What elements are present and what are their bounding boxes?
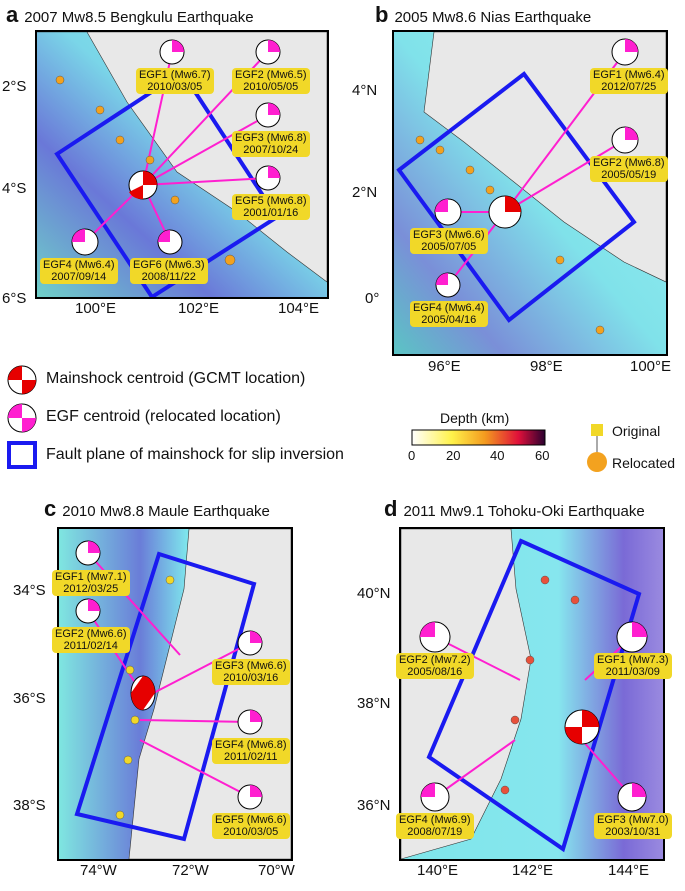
depth-colorbar <box>411 429 546 446</box>
lat-tick: 2°N <box>352 184 378 201</box>
mainshock-legend-icon <box>7 365 37 395</box>
panel-letter: c <box>44 496 57 521</box>
lat-tick: 38°N <box>357 695 391 712</box>
panel-title-text: 2010 Mw8.8 Maule Earthquake <box>62 503 270 520</box>
panel-b-title: b 2005 Mw8.6 Nias Earthquake <box>375 2 591 28</box>
land-chile <box>128 529 291 859</box>
mainshock-beachball <box>128 170 158 200</box>
egf-label: EGF6 (Mw6.3) 2008/11/22 <box>130 258 208 284</box>
depth-tick: 20 <box>446 448 461 463</box>
egf-label: EGF4 (Mw6.9) 2008/07/19 <box>396 813 474 839</box>
lat-tick: 36°N <box>357 797 391 814</box>
legend-original: Original <box>612 423 661 439</box>
lon-tick: 104°E <box>278 300 320 317</box>
relocated-circle-icon <box>587 452 607 472</box>
land-honshu <box>401 529 532 859</box>
egf-label: EGF3 (Mw7.0) 2003/10/31 <box>594 813 672 839</box>
fault-legend-icon <box>7 441 37 469</box>
depth-tick: 0 <box>408 448 416 463</box>
fault-plane <box>396 71 637 323</box>
egf-label: EGF5 (Mw6.6) 2010/03/05 <box>212 813 290 839</box>
fault-plane <box>426 538 642 853</box>
fault-plane <box>74 551 257 842</box>
lat-tick: 0° <box>365 290 380 307</box>
egf-label: EGF3 (Mw6.6) 2010/03/16 <box>212 659 290 685</box>
egf-label: EGF4 (Mw6.4) 2007/09/14 <box>40 258 118 284</box>
egf-label: EGF1 (Mw6.7) 2010/03/05 <box>136 68 214 94</box>
panel-letter: a <box>6 2 19 27</box>
lat-tick: 4°S <box>2 180 27 197</box>
mainshock-beachball <box>564 709 600 745</box>
egf-label: EGF3 (Mw6.8) 2007/10/24 <box>232 131 310 157</box>
lat-tick: 4°N <box>352 82 378 99</box>
egf-label: EGF3 (Mw6.6) 2005/07/05 <box>410 228 488 254</box>
lat-tick: 36°S <box>13 690 46 707</box>
original-square-icon <box>591 424 603 436</box>
legend-relocated: Relocated <box>612 455 676 471</box>
egf-label: EGF2 (Mw6.5) 2010/05/05 <box>232 68 310 94</box>
lon-tick: 72°W <box>172 862 209 879</box>
depth-tick: 40 <box>490 448 505 463</box>
lat-tick: 38°S <box>13 797 46 814</box>
panel-title-text: 2011 Mw9.1 Tohoku-Oki Earthquake <box>403 503 645 520</box>
egf-legend-icon <box>7 403 37 433</box>
lat-tick: 40°N <box>357 585 391 602</box>
egf-label: EGF4 (Mw6.4) 2005/04/16 <box>410 301 488 327</box>
depth-tick: 60 <box>535 448 550 463</box>
lon-tick: 96°E <box>428 358 461 375</box>
lon-tick: 142°E <box>512 862 554 879</box>
panel-d-title: d 2011 Mw9.1 Tohoku-Oki Earthquake <box>384 496 645 522</box>
lon-tick: 144°E <box>608 862 650 879</box>
egf-label: EGF1 (Mw6.4) 2012/07/25 <box>590 68 668 94</box>
egf-label: EGF1 (Mw7.1) 2012/03/25 <box>52 570 130 596</box>
lon-tick: 140°E <box>417 862 459 879</box>
depth-title: Depth (km) <box>440 410 510 426</box>
lat-tick: 34°S <box>13 582 46 599</box>
lon-tick: 74°W <box>80 862 117 879</box>
lat-tick: 6°S <box>2 290 27 307</box>
lon-tick: 100°E <box>630 358 672 375</box>
panel-title-text: 2005 Mw8.6 Nias Earthquake <box>394 9 592 26</box>
panel-c-title: c 2010 Mw8.8 Maule Earthquake <box>44 496 270 522</box>
egf-label: EGF5 (Mw6.8) 2001/01/16 <box>232 194 310 220</box>
lon-tick: 70°W <box>258 862 295 879</box>
egf-label: EGF2 (Mw6.8) 2005/05/19 <box>590 156 668 182</box>
panel-title-text: 2007 Mw8.5 Bengkulu Earthquake <box>24 9 254 26</box>
egf-label: EGF1 (Mw7.3) 2011/03/09 <box>594 653 672 679</box>
lon-tick: 100°E <box>75 300 117 317</box>
panel-letter: d <box>384 496 398 521</box>
mainshock-beachball <box>488 195 522 229</box>
mainshock-beachball <box>130 675 156 711</box>
legend-egf: EGF centroid (relocated location) <box>46 408 281 425</box>
egf-label: EGF2 (Mw7.2) 2005/08/16 <box>396 653 474 679</box>
lon-tick: 98°E <box>530 358 563 375</box>
legend-mainshock: Mainshock centroid (GCMT location) <box>46 370 306 387</box>
panel-a-title: a 2007 Mw8.5 Bengkulu Earthquake <box>6 2 254 28</box>
legend-fault: Fault plane of mainshock for slip invers… <box>46 446 344 463</box>
egf-label: EGF4 (Mw6.8) 2011/02/11 <box>212 738 290 764</box>
land-sumatra <box>423 32 666 283</box>
egf-label: EGF2 (Mw6.6) 2011/02/14 <box>52 627 130 653</box>
panel-letter: b <box>375 2 389 27</box>
lon-tick: 102°E <box>178 300 220 317</box>
lat-tick: 2°S <box>2 78 27 95</box>
